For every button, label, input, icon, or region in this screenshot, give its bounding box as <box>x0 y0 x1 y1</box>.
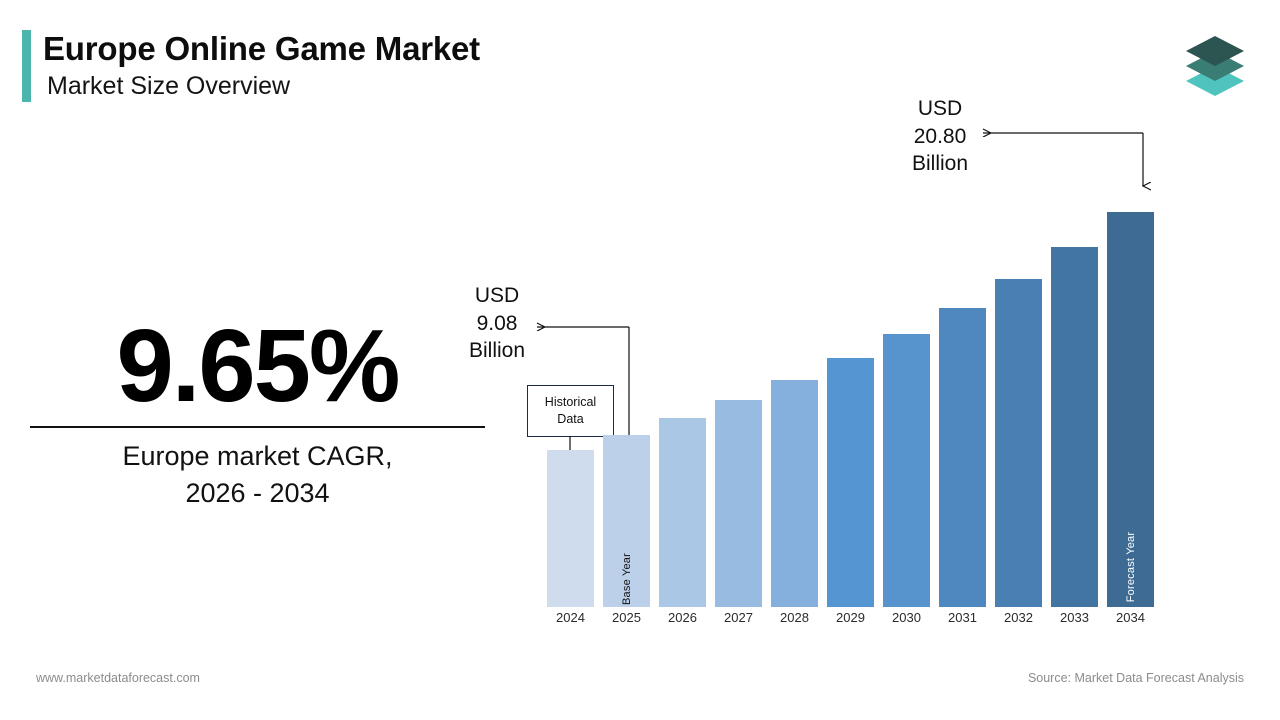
callout-base-line3: Billion <box>468 339 526 363</box>
callout-base-value: USD 9.08 Billion <box>447 282 547 365</box>
bar-2027 <box>715 399 762 607</box>
x-tick-2030: 2030 <box>892 610 921 625</box>
callout-forecast-value: USD 20.80 Billion <box>880 95 1000 178</box>
bar-chart: Base Year Forecast Year 2024 2025 2026 2027 2… <box>535 180 1175 640</box>
chart-x-axis: 2024 2025 2026 2027 2028 2029 2030 2031 2032 2033… <box>535 610 1175 634</box>
footer-website: www.marketdataforecast.com <box>36 671 200 685</box>
x-tick-2031: 2031 <box>948 610 977 625</box>
callout-base-line1: USD <box>474 284 520 307</box>
bar-2026 <box>659 417 706 607</box>
x-tick-2028: 2028 <box>780 610 809 625</box>
x-tick-2025: 2025 <box>612 610 641 625</box>
accent-bar <box>22 30 31 103</box>
brand-logo <box>1172 26 1258 106</box>
x-tick-2024: 2024 <box>556 610 585 625</box>
callout-forecast-line3: Billion <box>911 152 969 176</box>
historical-data-text: Historical Data <box>545 394 596 427</box>
cagr-value: 9.65% <box>116 308 400 423</box>
bar-2033 <box>1051 247 1098 607</box>
bar-label-2025: Base Year <box>620 553 633 605</box>
bar-2031 <box>939 307 986 607</box>
callout-forecast-line1: USD <box>917 97 963 120</box>
historical-data-line1: Historical <box>544 395 597 410</box>
page-title: Europe Online Game Market <box>43 30 480 67</box>
x-tick-2027: 2027 <box>724 610 753 625</box>
bar-2029 <box>827 358 874 607</box>
x-tick-2029: 2029 <box>836 610 865 625</box>
bar-2032 <box>995 278 1042 607</box>
x-tick-2033: 2033 <box>1060 610 1089 625</box>
bar-2030 <box>883 333 930 607</box>
header: Europe Online Game Market Market Size Ov… <box>22 30 480 103</box>
chart-plot-area: Base Year Forecast Year <box>535 180 1175 607</box>
cagr-caption-line1: Europe market CAGR, <box>122 441 393 472</box>
cagr-divider <box>30 426 485 429</box>
historical-data-line2: Data <box>557 412 584 426</box>
bar-2028 <box>771 379 818 607</box>
x-tick-2032: 2032 <box>1004 610 1033 625</box>
stacked-diamonds-icon <box>1186 36 1244 96</box>
cagr-block: 9.65% Europe market CAGR, 2026 - 2034 <box>30 308 485 513</box>
bar-2025: Base Year <box>603 434 650 607</box>
page-subtitle: Market Size Overview <box>47 71 291 100</box>
cagr-caption: Europe market CAGR, 2026 - 2034 <box>30 438 485 513</box>
bar-2034: Forecast Year <box>1107 212 1154 607</box>
x-tick-2034: 2034 <box>1116 610 1145 625</box>
cagr-caption-line2: 2026 - 2034 <box>185 478 330 509</box>
footer-source: Source: Market Data Forecast Analysis <box>1027 671 1244 685</box>
header-text: Europe Online Game Market Market Size Ov… <box>43 30 480 102</box>
callout-base-line2: 9.08 <box>476 311 518 335</box>
bar-label-2034: Forecast Year <box>1124 531 1137 603</box>
x-tick-2026: 2026 <box>668 610 697 625</box>
bar-2024 <box>547 449 594 607</box>
callout-forecast-line2: 20.80 <box>913 124 967 148</box>
historical-data-box: Historical Data <box>527 385 614 437</box>
